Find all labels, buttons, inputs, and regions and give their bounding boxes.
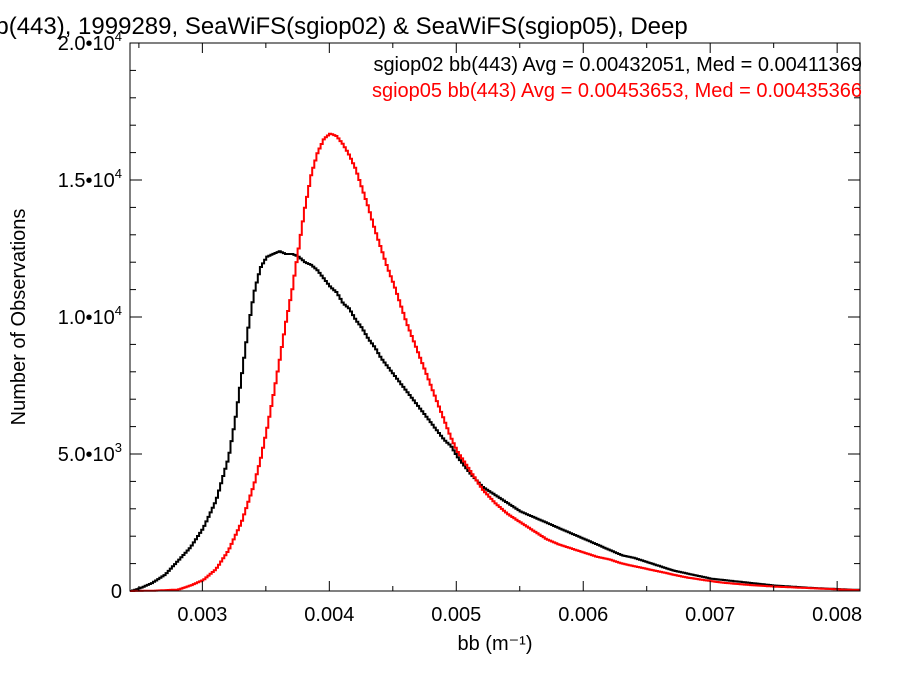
x-tick-labels: 0.003 0.004 0.005 0.006 0.007 0.008 [177, 604, 862, 626]
legend-entry-sgiop05: sgiop05 bb(443) Avg = 0.00453653, Med = … [372, 80, 862, 102]
series-line-sgiop05 [130, 132, 860, 592]
x-axis-label: bb (m⁻¹) [458, 633, 533, 655]
x-tick-label: 0.007 [685, 604, 735, 626]
legend-entry-sgiop02: sgiop02 bb(443) Avg = 0.00432051, Med = … [373, 54, 862, 76]
plot-frame [129, 42, 861, 592]
ticks-layer [130, 42, 860, 592]
plot-area [129, 42, 861, 592]
y-tick-label: 2.0•104 [58, 29, 122, 55]
x-tick-label: 0.008 [812, 604, 862, 626]
y-tick-label: 1.0•104 [58, 303, 122, 329]
x-tick-label: 0.006 [558, 604, 608, 626]
x-tick-label: 0.005 [431, 604, 481, 626]
y-tick-label: 1.5•104 [58, 166, 122, 192]
y-tick-labels: 0 5.0•103 1.0•104 1.5•104 2.0•104 [58, 29, 122, 603]
series-layer [130, 132, 860, 592]
chart-title: bb(443), 1999289, SeaWiFS(sgiop02) & Sea… [0, 13, 688, 40]
x-tick-label: 0.003 [177, 604, 227, 626]
x-tick-label: 0.004 [304, 604, 354, 626]
y-tick-label: 5.0•103 [58, 440, 122, 466]
legend: sgiop02 bb(443) Avg = 0.00432051, Med = … [372, 54, 862, 102]
y-tick-label: 0 [111, 581, 122, 603]
y-axis-label: Number of Observations [8, 209, 30, 426]
series-line-sgiop02 [130, 250, 860, 592]
